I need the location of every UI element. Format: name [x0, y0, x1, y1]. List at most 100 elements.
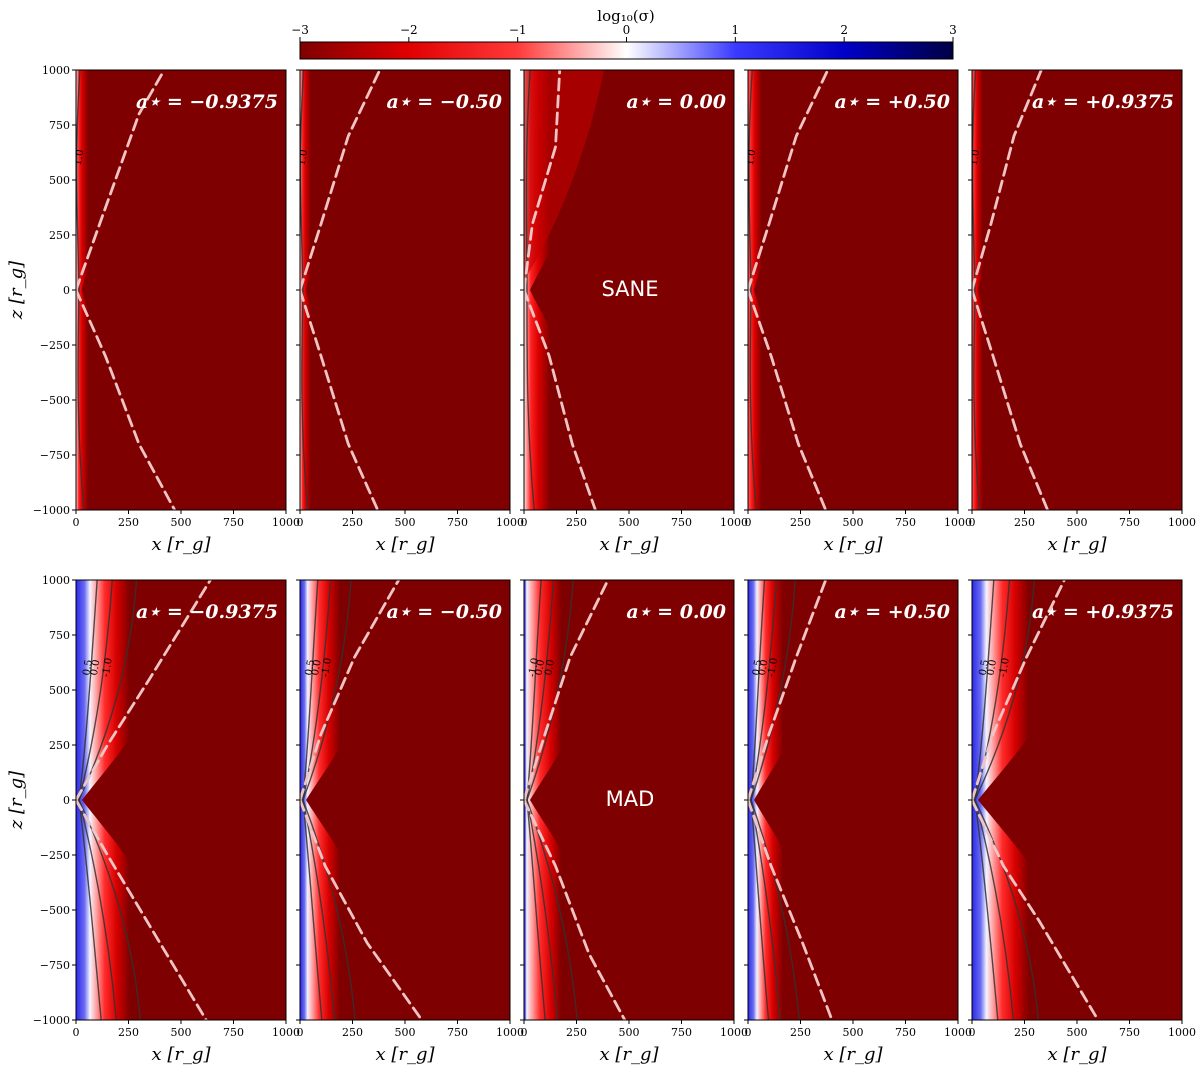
y-tick-label: −250	[40, 339, 70, 352]
x-tick-label: 0	[969, 516, 976, 529]
panel-sane-1: 1.0 a⋆ = −0.9375 0 250 500 750 1000 x [r_g] −100…	[6, 64, 300, 555]
boundary-curve-top	[748, 70, 830, 292]
x-tick-label: 250	[566, 1026, 587, 1039]
x-axis-label: x [r_g]	[599, 534, 659, 555]
y-tick-label: 250	[49, 229, 70, 242]
boundary-curve-top	[300, 580, 401, 802]
x-tick-label: 500	[395, 1026, 416, 1039]
colorbar-tick-label: 2	[840, 23, 848, 37]
contour-label: 0.0	[757, 659, 771, 677]
x-tick-label: 250	[790, 516, 811, 529]
x-tick-label: 500	[619, 1026, 640, 1039]
x-tick-label: 0	[297, 516, 304, 529]
x-tick-label: 1000	[720, 516, 748, 529]
panel-grid: 1.0 a⋆ = −0.9375 0 250 500 750 1000 x [r_g] −100…	[6, 64, 1196, 1065]
contour-label: -1.0	[101, 657, 115, 678]
y-tick-label: 0	[63, 284, 70, 297]
y-tick-label: 1000	[42, 574, 70, 587]
x-tick-label: 0	[73, 516, 80, 529]
y-tick-label: −500	[40, 904, 70, 917]
contour-label: 1.0	[297, 149, 311, 167]
x-tick-label: 750	[671, 1026, 692, 1039]
spin-label: a⋆ = −0.9375	[136, 91, 278, 113]
y-tick-label: −750	[40, 449, 70, 462]
x-tick-label: 1000	[944, 516, 972, 529]
x-tick-label: 750	[447, 516, 468, 529]
x-tick-label: 250	[1014, 1026, 1035, 1039]
contour-label: -1.0	[527, 657, 541, 678]
x-tick-label: 750	[447, 1026, 468, 1039]
x-axis-label: x [r_g]	[375, 534, 435, 555]
jet-region	[748, 580, 848, 1020]
jet-region	[524, 580, 628, 1020]
y-axis-label: z [r_g]	[6, 260, 27, 320]
contour-label: -1.0	[766, 657, 780, 678]
contour-label: -1.0	[320, 657, 334, 678]
x-tick-label: 0	[297, 1026, 304, 1039]
jet-region	[972, 70, 1024, 510]
y-tick-label: 500	[49, 684, 70, 697]
y-tick-label: −250	[40, 849, 70, 862]
y-tick-label: 750	[49, 119, 70, 132]
x-axis-label: x [r_g]	[823, 1044, 883, 1065]
x-tick-label: 750	[223, 516, 244, 529]
x-tick-label: 750	[671, 516, 692, 529]
y-tick-label: −500	[40, 394, 70, 407]
x-tick-label: 0	[969, 1026, 976, 1039]
panel-sane-5: 1.0 a⋆ = +0.9375 0 250 500 750 1000 x [r_g]	[968, 69, 1196, 555]
panel-plot-area: 1.0	[73, 70, 286, 510]
x-tick-label: 250	[118, 1026, 139, 1039]
contour-label: 0.0	[310, 659, 324, 677]
sigma-contour	[78, 580, 142, 1020]
x-tick-label: 1000	[1168, 516, 1196, 529]
contour-label: 0.0	[543, 659, 557, 677]
y-tick-label: 0	[63, 794, 70, 807]
spin-label: a⋆ = 0.00	[626, 601, 726, 623]
y-tick-label: −750	[40, 959, 70, 972]
x-axis-label: x [r_g]	[151, 534, 211, 555]
boundary-curve-top	[972, 580, 1066, 802]
y-tick-label: 1000	[42, 64, 70, 77]
x-tick-label: 1000	[944, 1026, 972, 1039]
boundary-curve-bottom	[972, 798, 1100, 1020]
panel-plot-area: -1.00.00.0	[524, 580, 734, 1020]
boundary-curve-top	[76, 580, 212, 802]
x-tick-label: 250	[566, 516, 587, 529]
panel-plot-area: 0.50.0-1.0	[300, 580, 510, 1020]
spin-label: a⋆ = −0.9375	[136, 601, 278, 623]
colorbar-label: log₁₀(σ)	[597, 7, 654, 25]
x-axis-label: x [r_g]	[375, 1044, 435, 1065]
panel-plot-area: 0.50.0-1.0	[76, 580, 286, 1020]
spin-label: a⋆ = +0.50	[834, 91, 950, 113]
spin-label: a⋆ = +0.50	[834, 601, 950, 623]
x-tick-label: 1000	[720, 1026, 748, 1039]
x-tick-label: 1000	[272, 1026, 300, 1039]
spin-label: a⋆ = −0.50	[386, 91, 502, 113]
upper-halo	[524, 70, 604, 280]
contour-label: 1.0	[745, 149, 759, 167]
panel-plot-area: 1.0	[297, 70, 510, 510]
contour-label: 0.5	[81, 659, 95, 677]
jet-region	[748, 70, 808, 510]
x-axis-label: x [r_g]	[151, 1044, 211, 1065]
boundary-curve-bottom	[300, 798, 424, 1020]
x-tick-label: 500	[395, 516, 416, 529]
contour-label: 1.0	[73, 149, 87, 167]
y-tick-label: 250	[49, 739, 70, 752]
x-axis-label: x [r_g]	[599, 1044, 659, 1065]
colorbar-bar	[299, 41, 954, 60]
x-tick-label: 500	[619, 516, 640, 529]
jet-region	[76, 70, 132, 510]
x-tick-label: 250	[342, 516, 363, 529]
contour-label: 0.5	[978, 659, 992, 677]
panel-sane-3: a⋆ = 0.00 SANE 0 250 500 750 1000 x [r_g]	[520, 69, 748, 555]
boundary-curve-top	[76, 70, 166, 292]
panel-plot-area: 0.50.0-1.0	[748, 580, 958, 1020]
x-tick-label: 500	[1067, 1026, 1088, 1039]
spin-label: a⋆ = +0.9375	[1032, 91, 1174, 113]
x-tick-label: 0	[521, 516, 528, 529]
jet-region	[300, 70, 352, 510]
